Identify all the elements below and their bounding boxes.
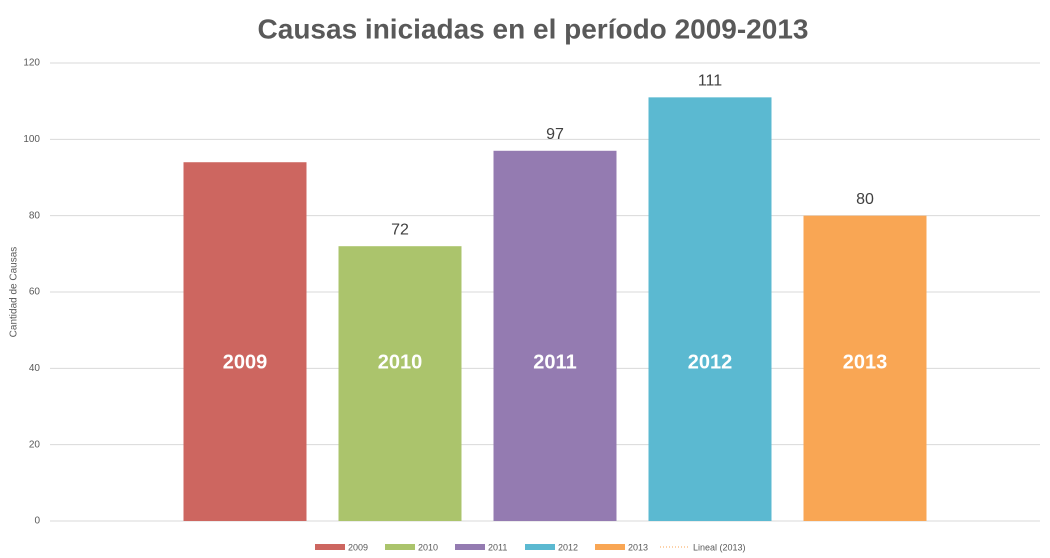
data-label: 72 — [391, 221, 409, 238]
bar — [183, 162, 307, 521]
legend-swatch — [525, 544, 555, 550]
y-tick-label: 80 — [29, 210, 41, 221]
legend-label: 2009 — [348, 542, 368, 552]
y-tick-label: 40 — [29, 363, 41, 374]
bar — [338, 246, 462, 521]
bar-category-label: 2010 — [378, 351, 423, 373]
bar-category-label: 2012 — [688, 351, 733, 373]
bar-category-label: 2009 — [223, 351, 268, 373]
y-axis-label: Cantidad de Causas — [9, 247, 20, 338]
data-label: 111 — [698, 73, 722, 90]
legend-label: Lineal (2013) — [693, 542, 746, 552]
legend-label: 2011 — [488, 542, 507, 552]
legend-label: 2010 — [418, 542, 438, 552]
bar — [648, 97, 772, 521]
legend-swatch — [385, 544, 415, 550]
chart-title: Causas iniciadas en el período 2009-2013 — [258, 13, 809, 44]
bar — [493, 150, 617, 522]
legend-swatch — [455, 544, 485, 550]
y-tick-label: 60 — [29, 287, 41, 298]
y-tick-label: 120 — [23, 58, 40, 69]
legend-label: 2013 — [628, 542, 648, 552]
legend-swatch — [315, 544, 345, 550]
data-label: 97 — [546, 126, 564, 143]
y-tick-label: 100 — [23, 134, 40, 145]
legend-label: 2012 — [558, 542, 578, 552]
y-tick-label: 20 — [29, 439, 41, 450]
data-label: 80 — [856, 191, 874, 208]
bar-category-label: 2011 — [533, 351, 576, 373]
y-tick-label: 0 — [34, 516, 40, 527]
bar-category-label: 2013 — [843, 351, 888, 373]
bar — [803, 215, 927, 521]
legend-swatch — [595, 544, 625, 550]
